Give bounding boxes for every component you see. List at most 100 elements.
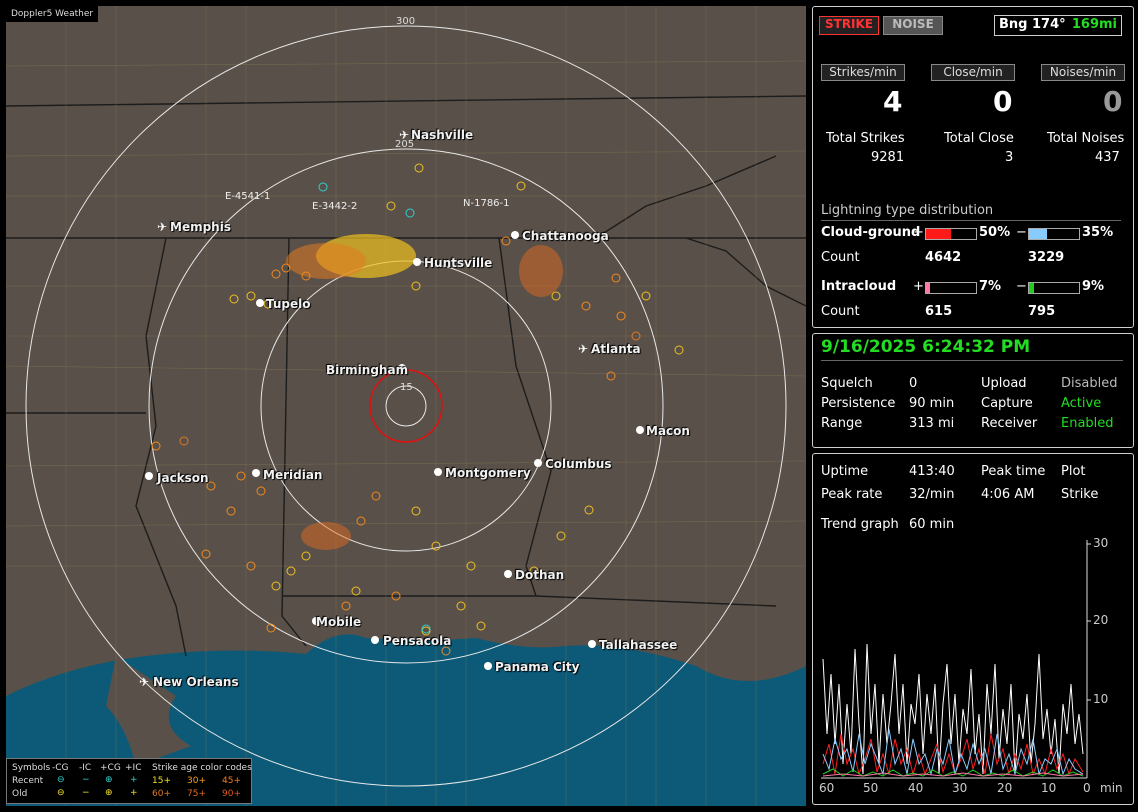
cg-positive-bar xyxy=(925,228,977,240)
city-label: Montgomery xyxy=(445,466,531,480)
strike-cluster-north xyxy=(229,201,421,304)
peak-time-value: 4:06 AM xyxy=(981,487,1035,502)
strikes-per-min-button[interactable]: Strikes/min xyxy=(821,64,905,81)
trend-graph-label: Trend graph xyxy=(821,517,899,532)
trend-panel: Uptime 413:40 Peak time Plot Peak rate 3… xyxy=(812,453,1134,805)
city-label: Tupelo xyxy=(266,297,311,311)
recent-cg-neg-icon: ⊖ xyxy=(57,775,65,785)
trend-graph-value[interactable]: 60 min xyxy=(909,517,955,532)
recent-ic-pos-icon: + xyxy=(130,775,138,785)
age-code: 45+ xyxy=(222,776,241,786)
strike-cluster-southwest xyxy=(151,299,594,656)
strike-summary-panel: STRIKE NOISE Bng 174° 169mi Strikes/min … xyxy=(812,6,1134,328)
total-strikes-value: 9281 xyxy=(871,150,905,165)
x-tick: 60 xyxy=(819,781,835,795)
uptime-value: 413:40 xyxy=(909,464,955,479)
total-strikes-label: Total Strikes xyxy=(826,131,905,146)
total-noises-label: Total Noises xyxy=(1047,131,1125,146)
squelch-label: Squelch xyxy=(821,376,873,391)
plot-value[interactable]: Strike xyxy=(1061,487,1099,502)
intracloud-label: Intracloud xyxy=(821,279,897,294)
plot-label: Plot xyxy=(1061,464,1086,479)
city-label: Tallahassee xyxy=(599,638,678,652)
app-title: Doppler5 Weather xyxy=(6,6,99,22)
persistence-value: 90 min xyxy=(909,396,955,411)
city-label: Huntsville xyxy=(424,256,493,270)
status-panel: 9/16/2025 6:24:32 PM Squelch 0 Upload Di… xyxy=(812,333,1134,448)
legend-header: -IC xyxy=(79,763,92,773)
ic-negative-bar xyxy=(1028,282,1080,294)
date-time: 9/16/2025 6:24:32 PM xyxy=(821,337,1031,357)
strike-trend-line xyxy=(822,643,1084,775)
noise-button[interactable]: NOISE xyxy=(883,16,943,35)
y-tick: 10 xyxy=(1093,692,1109,706)
storm-tag[interactable]: N-1786-1 xyxy=(463,198,510,209)
city-label: Columbus xyxy=(545,457,612,471)
legend-row-label: Recent xyxy=(12,776,44,786)
city-label: Dothan xyxy=(515,568,565,582)
upload-label: Upload xyxy=(981,376,1027,391)
capture-label: Capture xyxy=(981,396,1033,411)
storm-tag[interactable]: E-4541-1 xyxy=(225,191,271,202)
ic-positive-trend-line xyxy=(822,772,1084,777)
range-label: Range xyxy=(821,416,863,431)
cg-positive-pct: 50% xyxy=(979,225,1011,240)
minus-sign: − xyxy=(1016,279,1027,294)
city-label: Meridian xyxy=(263,468,323,482)
lightning-map[interactable]: ✈ ✈ ✈ ✈ Doppler5 Weather 300 205 15 Nashvi… xyxy=(6,6,806,806)
city-label: Memphis xyxy=(170,220,231,234)
receiver-label: Receiver xyxy=(981,416,1038,431)
count-label: Count xyxy=(821,250,860,265)
plus-sign: + xyxy=(913,225,924,240)
noises-per-min-button[interactable]: Noises/min xyxy=(1041,64,1125,81)
state-borders xyxy=(6,95,806,657)
city-label: Macon xyxy=(646,424,690,438)
city-label: Birmingham xyxy=(326,363,409,377)
ring-label-outer: 300 xyxy=(396,16,416,27)
ic-positive-count: 615 xyxy=(925,304,953,319)
old-cg-pos-icon: ⊕ xyxy=(105,788,113,798)
old-ic-neg-icon: − xyxy=(82,788,90,798)
divider xyxy=(821,360,1123,361)
x-tick: 10 xyxy=(1041,781,1057,795)
age-code: 30+ xyxy=(187,776,206,786)
legend-header: -CG xyxy=(52,763,69,773)
receiver-value[interactable]: Enabled xyxy=(1061,416,1114,431)
svg-text:✈: ✈ xyxy=(139,675,149,689)
bearing-box: Bng 174° 169mi xyxy=(994,15,1122,36)
x-tick: 20 xyxy=(997,781,1013,795)
age-code: 60+ xyxy=(152,789,171,799)
svg-text:✈: ✈ xyxy=(399,128,409,142)
squelch-value: 0 xyxy=(909,376,918,391)
strike-button[interactable]: STRIKE xyxy=(819,16,879,35)
upload-value[interactable]: Disabled xyxy=(1061,376,1118,391)
legend-header: +IC xyxy=(125,763,142,773)
symbol-legend: Symbols -CG -IC +CG +IC Strike age color… xyxy=(6,758,252,804)
recent-ic-neg-icon: − xyxy=(82,775,90,785)
capture-value[interactable]: Active xyxy=(1061,396,1102,411)
city-label: Mobile xyxy=(316,615,362,629)
storm-tag[interactable]: E-3442-2 xyxy=(312,201,358,212)
uptime-label: Uptime xyxy=(821,464,869,479)
city-label: Atlanta xyxy=(591,342,641,356)
legend-symbols-label: Symbols xyxy=(12,763,51,773)
map-graphics: ✈ ✈ ✈ ✈ xyxy=(6,6,806,806)
ic-positive-bar xyxy=(925,282,977,294)
age-code: 75+ xyxy=(187,789,206,799)
city-label: New Orleans xyxy=(153,675,239,689)
x-tick: 50 xyxy=(863,781,879,795)
city-label: Pensacola xyxy=(383,634,452,648)
close-per-min-button[interactable]: Close/min xyxy=(931,64,1015,81)
ring-label-inner: 15 xyxy=(400,382,413,393)
age-code: 90+ xyxy=(222,789,241,799)
city-label: Panama City xyxy=(495,660,580,674)
legend-header: +CG xyxy=(100,763,121,773)
peak-time-label: Peak time xyxy=(981,464,1046,479)
persistence-label: Persistence xyxy=(821,396,896,411)
ic-negative-count: 795 xyxy=(1028,304,1056,319)
cg-negative-count: 3229 xyxy=(1028,250,1065,265)
trend-graph xyxy=(821,540,1091,779)
x-unit: min xyxy=(1100,781,1123,795)
strike-cluster-east xyxy=(414,163,684,381)
distance-value: 169mi xyxy=(1071,17,1117,32)
